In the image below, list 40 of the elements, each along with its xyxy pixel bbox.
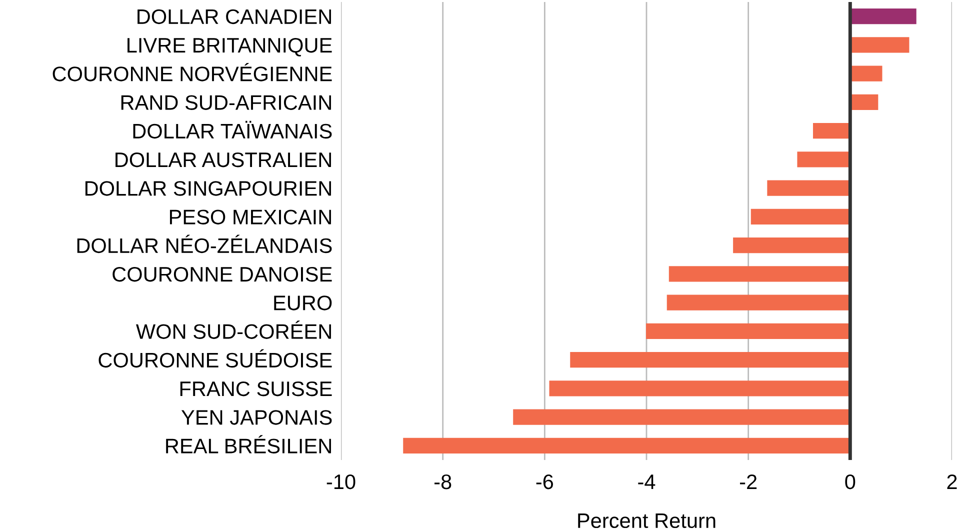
y-tick-label: PESO MEXICAIN — [170, 210, 331, 224]
y-tick-label: COURONNE NORVÉGIENNE — [52, 63, 332, 82]
x-tick-label: -10 — [326, 474, 356, 490]
x-axis-title: Percent Return — [578, 514, 716, 528]
x-tick-label: 0 — [845, 474, 856, 490]
x-tick-label: -4 — [638, 474, 656, 489]
bar — [403, 438, 850, 454]
bar — [666, 294, 850, 310]
y-tick-label: DOLLAR TAÏWANAIS — [133, 120, 332, 139]
y-tick-label: DOLLAR AUSTRALIEN — [116, 152, 331, 168]
x-tick-label: 2 — [947, 474, 957, 489]
y-tick-label: RAND SUD-AFRICAIN — [121, 95, 331, 110]
x-tick-label: -2 — [740, 474, 757, 489]
bar — [733, 237, 850, 254]
y-tick-label: WON SUD-CORÉEN — [136, 320, 331, 339]
y-tick-label: DOLLAR CANADIEN — [138, 9, 331, 24]
x-tick-label: -6 — [536, 474, 554, 490]
bar — [570, 352, 850, 368]
y-tick-label: REAL BRÉSILIEN — [166, 435, 331, 454]
y-tick-label: LIVRE BRITANNIQUE — [128, 38, 332, 56]
y-tick-label: FRANC SUISSE — [180, 381, 332, 396]
y-tick-label: COURONNE DANOISE — [112, 266, 332, 282]
bar — [750, 208, 850, 225]
bar — [850, 66, 882, 82]
y-tick-label: EURO — [274, 296, 332, 310]
bar — [767, 180, 850, 196]
bar — [812, 122, 850, 139]
y-tick-label: COURONNE SUÉDOISE — [98, 349, 332, 368]
y-tick-label: DOLLAR NÉO-ZÉLANDAIS — [77, 234, 332, 254]
x-tick-label: -8 — [434, 474, 452, 490]
bar — [850, 37, 910, 53]
bar — [850, 8, 916, 24]
y-tick-label: YEN JAPONAIS — [181, 410, 332, 425]
bar — [549, 380, 850, 396]
y-tick-label: DOLLAR SINGAPOURIEN — [85, 181, 331, 196]
bar — [797, 152, 850, 168]
bar — [850, 94, 878, 110]
bar — [646, 323, 850, 340]
bar — [513, 409, 850, 425]
bar — [668, 266, 850, 282]
